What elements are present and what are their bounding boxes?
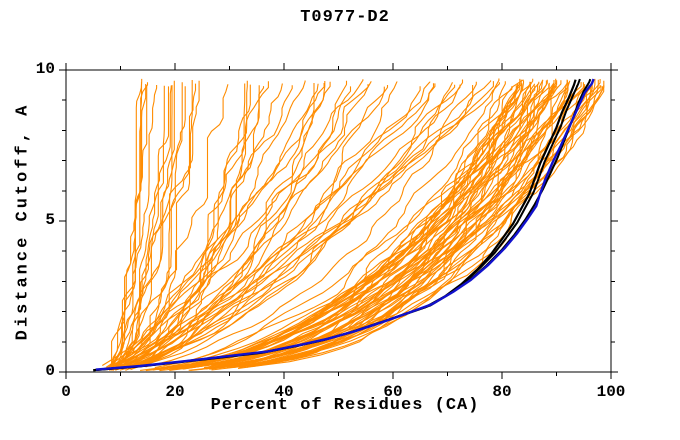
y-tick-label: 5 [45,211,55,229]
x-tick-label: 60 [383,383,403,401]
x-tick-label: 20 [165,383,185,401]
x-tick-label: 100 [596,383,626,401]
axis-frame [59,63,618,379]
x-axis-label: Percent of Residues (CA) [210,396,480,415]
blue-model [95,78,595,371]
chart-title: T0977-D2 [300,8,390,27]
ensemble-curves [100,78,605,372]
x-tick-label: 80 [492,383,512,401]
x-tick-label: 40 [274,383,294,401]
highlight-curves [93,78,595,372]
x-tick-label: 0 [61,383,71,401]
y-tick-label: 0 [45,362,55,380]
y-tick-label: 10 [35,60,55,78]
